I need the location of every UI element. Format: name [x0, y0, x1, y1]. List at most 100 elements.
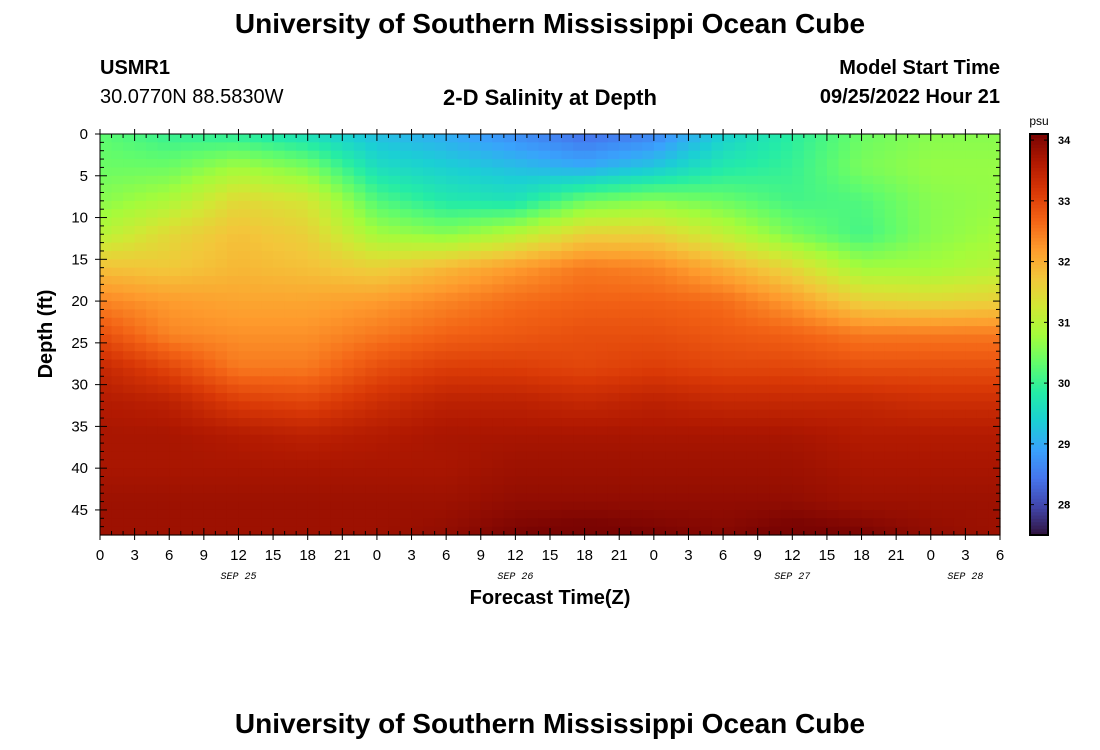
heatmap-cell — [192, 292, 205, 302]
colorbar-segment — [1030, 257, 1048, 262]
heatmap-cell — [700, 267, 713, 277]
heatmap-cell — [157, 468, 170, 478]
heatmap-cell — [826, 409, 840, 419]
heatmap-cell — [238, 234, 251, 244]
heatmap-cell — [400, 142, 413, 152]
heatmap-cell — [134, 142, 147, 152]
heatmap-cell — [723, 276, 736, 285]
heatmap-cell — [561, 192, 574, 202]
heatmap-cell — [573, 242, 586, 252]
heatmap-cell — [965, 351, 978, 361]
heatmap-cell — [896, 501, 909, 511]
heatmap-cell — [111, 468, 124, 478]
heatmap-cell — [111, 167, 124, 177]
heatmap-cell — [434, 509, 447, 519]
heatmap-cell — [307, 468, 320, 478]
heatmap-cell — [988, 159, 1001, 169]
heatmap-cell — [515, 518, 528, 528]
heatmap-cell — [469, 342, 482, 352]
heatmap-cell — [642, 284, 655, 294]
heatmap-cell — [850, 392, 863, 402]
heatmap-cell — [526, 250, 540, 260]
heatmap-cell — [723, 234, 736, 244]
heatmap-cell — [226, 459, 240, 469]
heatmap-cell — [365, 301, 378, 311]
heatmap-cell — [780, 342, 793, 352]
heatmap-cell — [169, 459, 182, 469]
heatmap-cell — [746, 134, 759, 143]
heatmap-cell — [123, 451, 136, 461]
heatmap-cell — [330, 259, 343, 269]
heatmap-cell — [676, 200, 690, 210]
heatmap-cell — [976, 301, 990, 311]
heatmap-cell — [861, 150, 874, 160]
heatmap-cell — [584, 476, 597, 486]
heatmap-cell — [550, 234, 563, 244]
heatmap-cell — [723, 418, 736, 427]
colorbar-segment — [1030, 304, 1048, 309]
heatmap-cell — [146, 376, 159, 386]
heatmap-cell — [561, 342, 574, 352]
heatmap-cell — [596, 484, 609, 494]
heatmap-cells — [100, 134, 1001, 536]
heatmap-cell — [965, 426, 978, 436]
heatmap-cell — [550, 334, 563, 344]
heatmap-cell — [169, 443, 182, 453]
heatmap-cell — [873, 142, 886, 152]
heatmap-cell — [561, 225, 574, 235]
colorbar-segment — [1030, 264, 1048, 269]
heatmap-cell — [261, 401, 274, 411]
heatmap-cell — [700, 434, 713, 444]
heatmap-cell — [388, 150, 401, 160]
heatmap-cell — [203, 334, 216, 344]
heatmap-cell — [169, 392, 182, 402]
heatmap-cell — [238, 426, 251, 436]
heatmap-cell — [434, 159, 447, 169]
heatmap-cell — [400, 443, 413, 453]
heatmap-cell — [146, 351, 159, 361]
heatmap-cell — [538, 242, 551, 252]
heatmap-cell — [480, 451, 493, 461]
heatmap-cell — [907, 384, 920, 394]
heatmap-cell — [596, 468, 609, 478]
heatmap-cell — [157, 518, 170, 528]
heatmap-cell — [919, 493, 932, 503]
heatmap-cell — [376, 418, 390, 427]
heatmap-cell — [192, 217, 205, 227]
heatmap-cell — [688, 317, 701, 327]
heatmap-cell — [215, 526, 228, 536]
heatmap-cell — [284, 192, 297, 202]
heatmap-cell — [284, 342, 297, 352]
heatmap-cell — [838, 200, 851, 210]
heatmap-cell — [469, 159, 482, 169]
heatmap-cell — [976, 159, 990, 169]
heatmap-cell — [676, 326, 690, 336]
heatmap-cell — [457, 426, 470, 436]
heatmap-cell — [111, 376, 124, 386]
heatmap-cell — [342, 526, 355, 536]
heatmap-cell — [169, 184, 182, 194]
heatmap-cell — [296, 401, 309, 411]
heatmap-cell — [226, 476, 240, 486]
heatmap-cell — [180, 309, 193, 319]
heatmap-cell — [700, 484, 713, 494]
heatmap-cell — [700, 184, 713, 194]
heatmap-cell — [873, 217, 886, 227]
heatmap-cell — [192, 392, 205, 402]
heatmap-cell — [100, 518, 113, 528]
heatmap-cell — [965, 159, 978, 169]
heatmap-cell — [550, 292, 563, 302]
heatmap-cell — [480, 134, 493, 143]
heatmap-cell — [342, 175, 355, 185]
heatmap-cell — [238, 501, 251, 511]
heatmap-cell — [469, 509, 482, 519]
heatmap-cell — [653, 200, 666, 210]
heatmap-cell — [388, 501, 401, 511]
heatmap-cell — [734, 426, 747, 436]
heatmap-cell — [838, 443, 851, 453]
heatmap-cell — [584, 159, 597, 169]
heatmap-cell — [526, 301, 540, 311]
heatmap-cell — [157, 418, 170, 427]
heatmap-cell — [550, 376, 563, 386]
heatmap-cell — [896, 518, 909, 528]
